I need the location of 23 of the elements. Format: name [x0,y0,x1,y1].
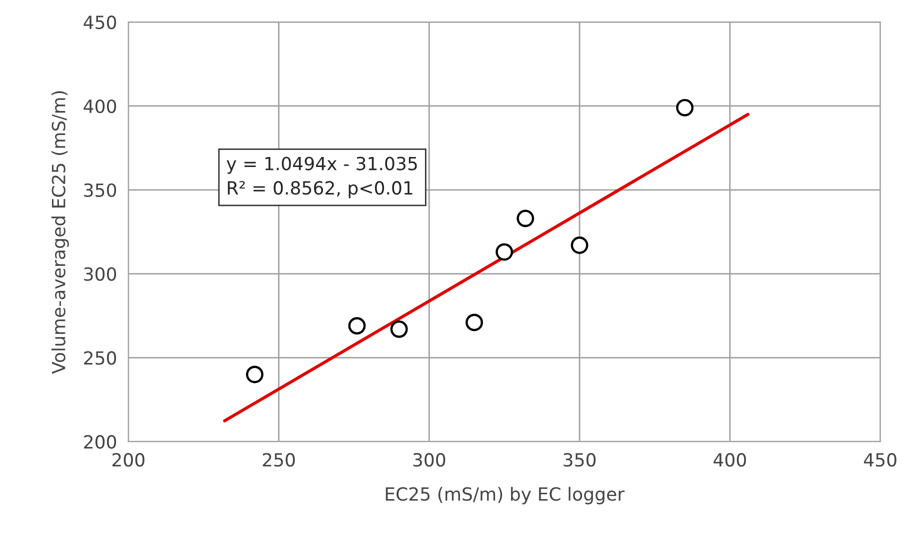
y-tick-label: 400 [84,99,116,114]
x-tick-label: 400 [714,453,746,467]
y-tick-label: 300 [84,267,116,281]
y-tick-label: 350 [84,183,116,198]
point [496,243,514,261]
x-tick-label: 350 [564,453,596,467]
x-tick-label: 300 [413,453,446,467]
point [676,98,694,116]
point [246,366,264,384]
x-tick-label: 200 [112,453,144,467]
point [516,210,534,228]
point [570,236,588,254]
annotation: y = 1.0494x - 31.035 R² = 0.8562, p<0.01 [226,156,417,198]
y-tick-label: 200 [84,435,116,449]
y-tick-label: 450 [84,16,116,30]
y-tick-label: 250 [84,351,116,365]
x-axis-title: EC25 (mS/m) by EC logger [386,486,625,504]
x-tick-label: 450 [864,453,896,467]
point [390,320,408,338]
y-axis-title: Volume-averaged EC25 (mS/m) [51,91,69,374]
point [348,317,366,335]
x-tick-label: 250 [262,453,295,467]
point [466,314,483,332]
